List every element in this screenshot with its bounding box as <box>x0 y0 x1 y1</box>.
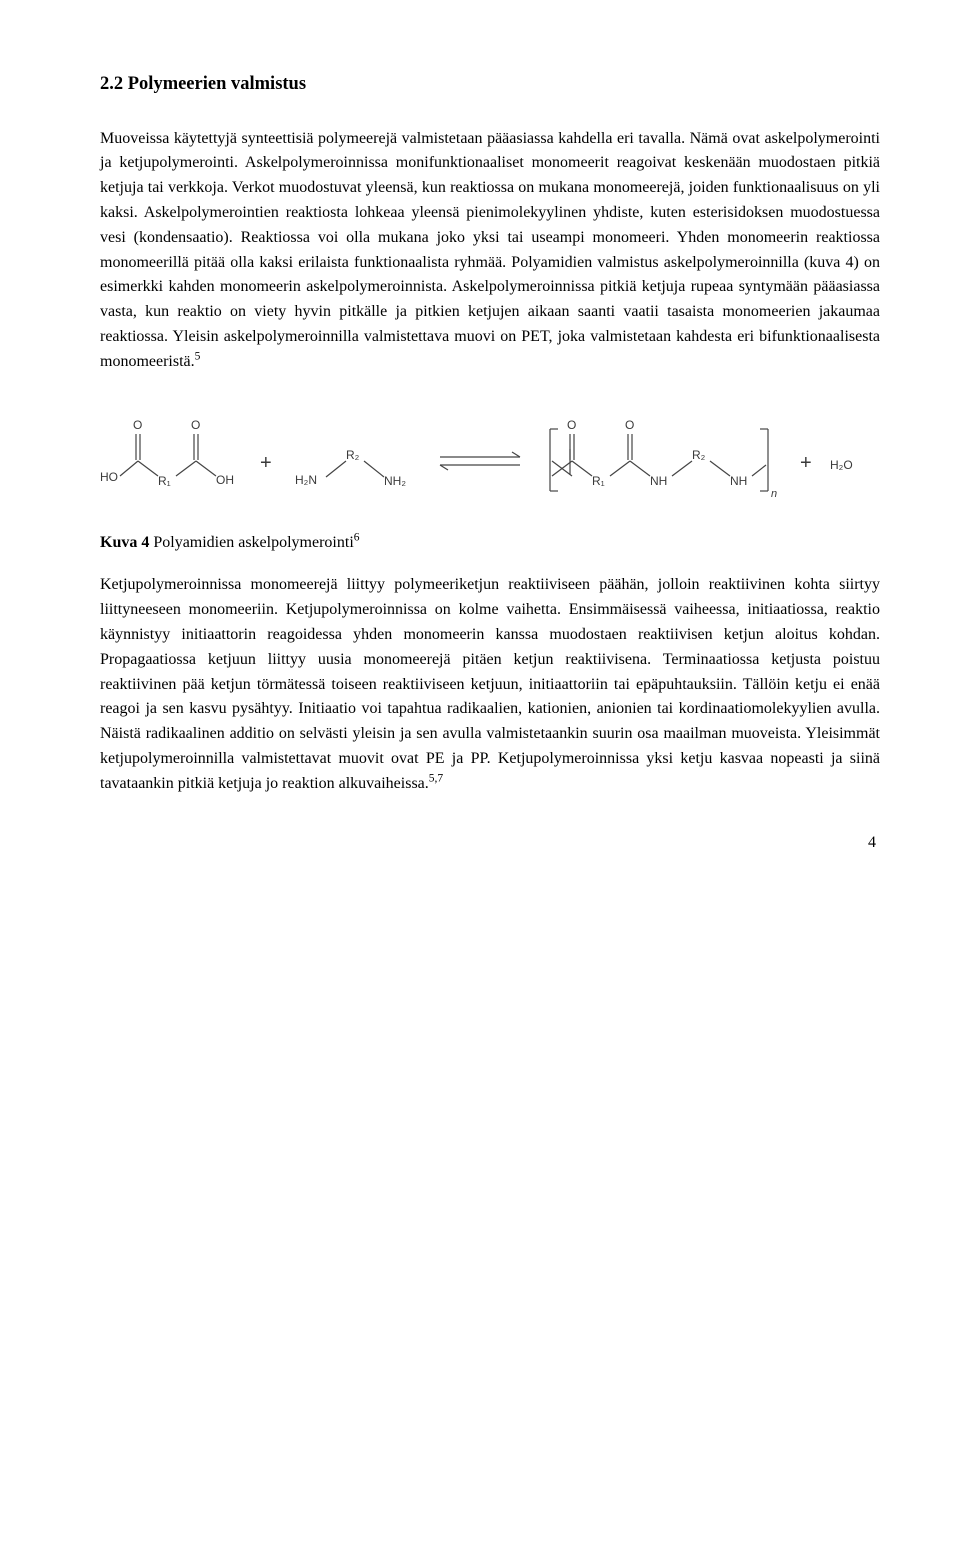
label-H2N: H₂N <box>295 473 317 487</box>
label-OH: OH <box>216 473 234 487</box>
label-O1: O <box>133 418 142 432</box>
plus-sign-2: + <box>800 452 812 474</box>
label-NH2: NH₂ <box>384 474 406 488</box>
plus-sign-1: + <box>260 452 272 474</box>
label-NH1: NH <box>650 474 667 488</box>
label-R1b: R₁ <box>592 474 605 488</box>
paragraph-2-text: Ketjupolymeroinnissa monomeerejä liittyy… <box>100 576 880 791</box>
label-H2O: H₂O <box>830 458 853 472</box>
label-O3: O <box>567 418 576 432</box>
reference-5-7: 5,7 <box>429 772 443 784</box>
caption-text: Polyamidien askelpolymerointi <box>149 534 353 551</box>
label-O2: O <box>191 418 200 432</box>
figure-4-reaction-scheme: HO O R₁ O OH + H₂N R₂ NH₂ <box>100 399 880 509</box>
figure-4-caption: Kuva 4 Polyamidien askelpolymerointi6 <box>100 531 880 556</box>
reference-5: 5 <box>195 351 201 363</box>
page-number: 4 <box>100 831 880 856</box>
paragraph-1-text: Muoveissa käytettyjä synteettisiä polyme… <box>100 130 880 370</box>
label-HO: HO <box>100 470 118 484</box>
section-heading: 2.2 Polymeerien valmistus <box>100 70 880 99</box>
label-n: n <box>771 488 777 500</box>
caption-bold: Kuva 4 <box>100 534 149 551</box>
label-R2b: R₂ <box>692 448 706 462</box>
paragraph-2: Ketjupolymeroinnissa monomeerejä liittyy… <box>100 573 880 796</box>
label-R2: R₂ <box>346 448 360 462</box>
reference-6: 6 <box>354 531 360 543</box>
paragraph-1: Muoveissa käytettyjä synteettisiä polyme… <box>100 127 880 375</box>
label-R1: R₁ <box>158 474 171 488</box>
label-NH2b: NH <box>730 474 747 488</box>
label-O4: O <box>625 418 634 432</box>
